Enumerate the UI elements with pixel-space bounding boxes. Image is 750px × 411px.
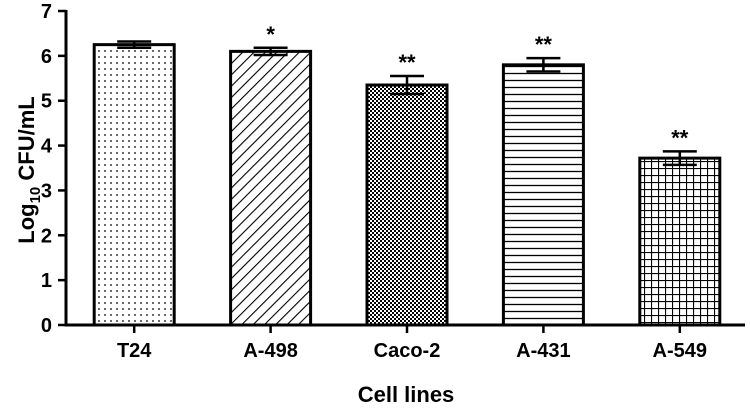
x-tick-label: A-498	[243, 340, 297, 362]
error-bar	[526, 56, 561, 73]
x-axis-tick-labels: T24 A-498 Caco-2 A-431 A-549	[117, 325, 707, 362]
significance-marker: *	[266, 22, 275, 47]
error-bar	[253, 46, 288, 57]
significance-marker: **	[398, 50, 416, 75]
x-tick-label: A-431	[516, 340, 570, 362]
x-tick-label: A-549	[653, 340, 707, 362]
y-tick-label: 7	[41, 1, 52, 23]
y-tick-label: 1	[41, 270, 52, 292]
y-axis-title-subscript: 10	[27, 187, 44, 204]
y-tick-label: 6	[41, 46, 52, 68]
svg-text:Log10 CFU/mL: Log10 CFU/mL	[14, 96, 44, 243]
y-axis-ticks: 0 1 2 3 4 5 6 7	[41, 1, 66, 337]
bar	[501, 63, 585, 327]
y-tick-label: 3	[41, 180, 52, 202]
y-axis-title-rest: CFU/mL	[14, 96, 39, 186]
y-tick-label: 5	[41, 91, 52, 113]
bar	[638, 156, 722, 327]
x-tick-label: T24	[117, 340, 152, 362]
x-tick-label: Caco-2	[374, 340, 441, 362]
x-axis-title: Cell lines	[358, 382, 455, 407]
bar	[365, 83, 449, 327]
bars: *******	[92, 22, 722, 327]
error-bar	[390, 74, 424, 96]
bar	[92, 43, 176, 327]
y-axis-title: Log10 CFU/mL	[14, 96, 44, 243]
y-tick-label: 2	[41, 225, 52, 247]
significance-marker: **	[535, 32, 553, 57]
y-tick-label: 4	[41, 136, 53, 158]
y-axis-title-main: Log	[14, 203, 39, 243]
error-bar	[117, 40, 152, 50]
significance-marker: **	[671, 125, 689, 150]
y-tick-label: 0	[41, 315, 52, 337]
bar	[229, 49, 313, 327]
error-bar	[662, 150, 697, 167]
